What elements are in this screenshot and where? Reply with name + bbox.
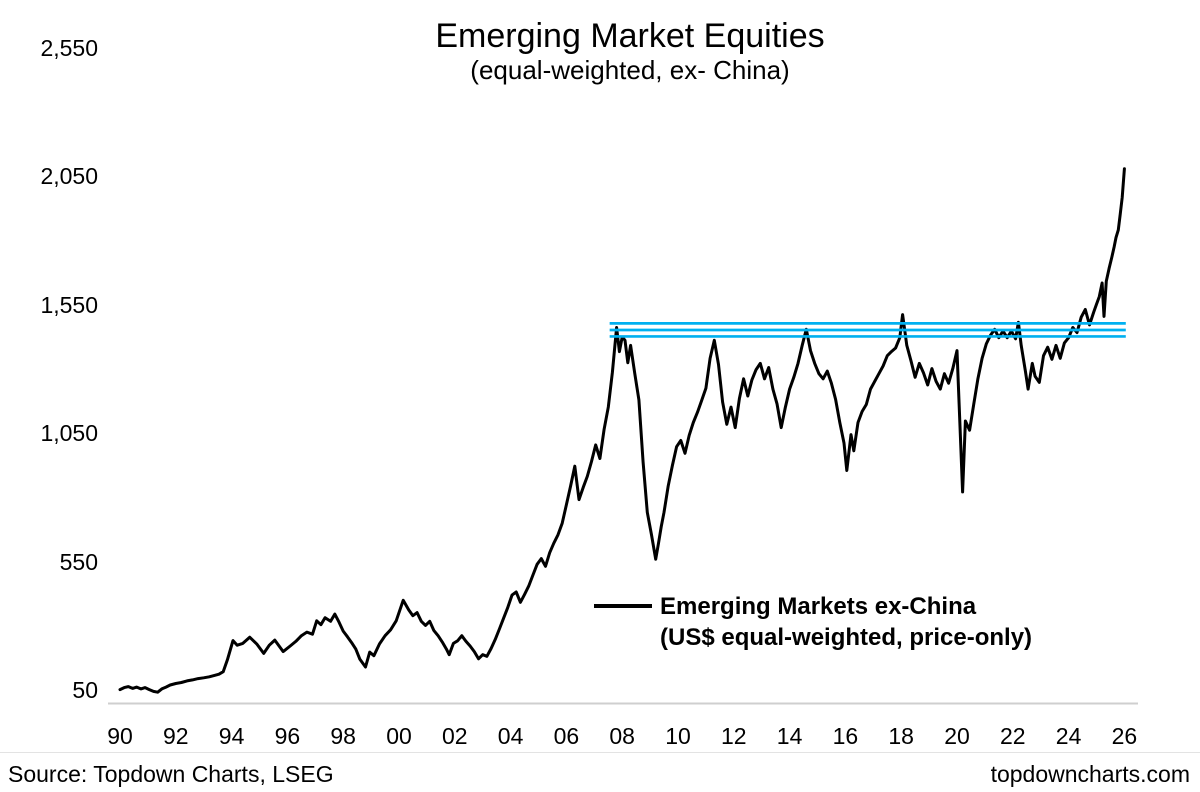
x-tick-label: 16 <box>832 723 859 749</box>
title-block: Emerging Market Equities (equal-weighted… <box>100 17 1160 86</box>
y-tick-label: 50 <box>72 677 98 704</box>
x-tick-label: 90 <box>107 723 133 749</box>
x-tick-label: 92 <box>163 723 189 749</box>
x-tick-label: 26 <box>1111 723 1138 749</box>
legend-label-line2: (US$ equal-weighted, price-only) <box>660 624 1033 651</box>
x-tick-label: 00 <box>386 723 412 749</box>
x-tick-label: 06 <box>553 723 580 749</box>
y-tick-label: 2,550 <box>40 34 98 61</box>
y-tick-label: 2,050 <box>40 163 98 190</box>
x-tick-label: 04 <box>497 723 524 749</box>
x-tick-label: 18 <box>888 723 914 749</box>
website-caption: topdowncharts.com <box>990 761 1190 787</box>
x-tick-label: 24 <box>1055 723 1082 749</box>
x-tick-label: 94 <box>218 723 245 749</box>
x-tick-label: 22 <box>1000 723 1026 749</box>
chart-title: Emerging Market Equities <box>435 17 825 55</box>
x-tick-label: 20 <box>944 723 970 749</box>
price-line-series <box>118 167 1126 694</box>
x-tick-label: 98 <box>330 723 356 749</box>
chart-subtitle: (equal-weighted, ex- China) <box>470 55 790 85</box>
x-tick-label: 12 <box>721 723 747 749</box>
x-tick-label: 08 <box>609 723 635 749</box>
x-tick-label: 14 <box>776 723 803 749</box>
legend-line-swatch <box>594 604 652 608</box>
legend-label-line1: Emerging Markets ex-China <box>660 593 977 620</box>
legend-text: Emerging Markets ex-China (US$ equal-wei… <box>660 591 1180 653</box>
y-tick-label: 1,550 <box>40 291 98 318</box>
footer-divider <box>0 752 1200 753</box>
x-tick-label: 96 <box>274 723 301 749</box>
source-caption: Source: Topdown Charts, LSEG <box>8 761 334 787</box>
x-tick-label: 10 <box>665 723 691 749</box>
x-tick-label: 02 <box>442 723 468 749</box>
y-tick-label: 550 <box>59 548 98 575</box>
y-tick-label: 1,050 <box>40 420 98 447</box>
